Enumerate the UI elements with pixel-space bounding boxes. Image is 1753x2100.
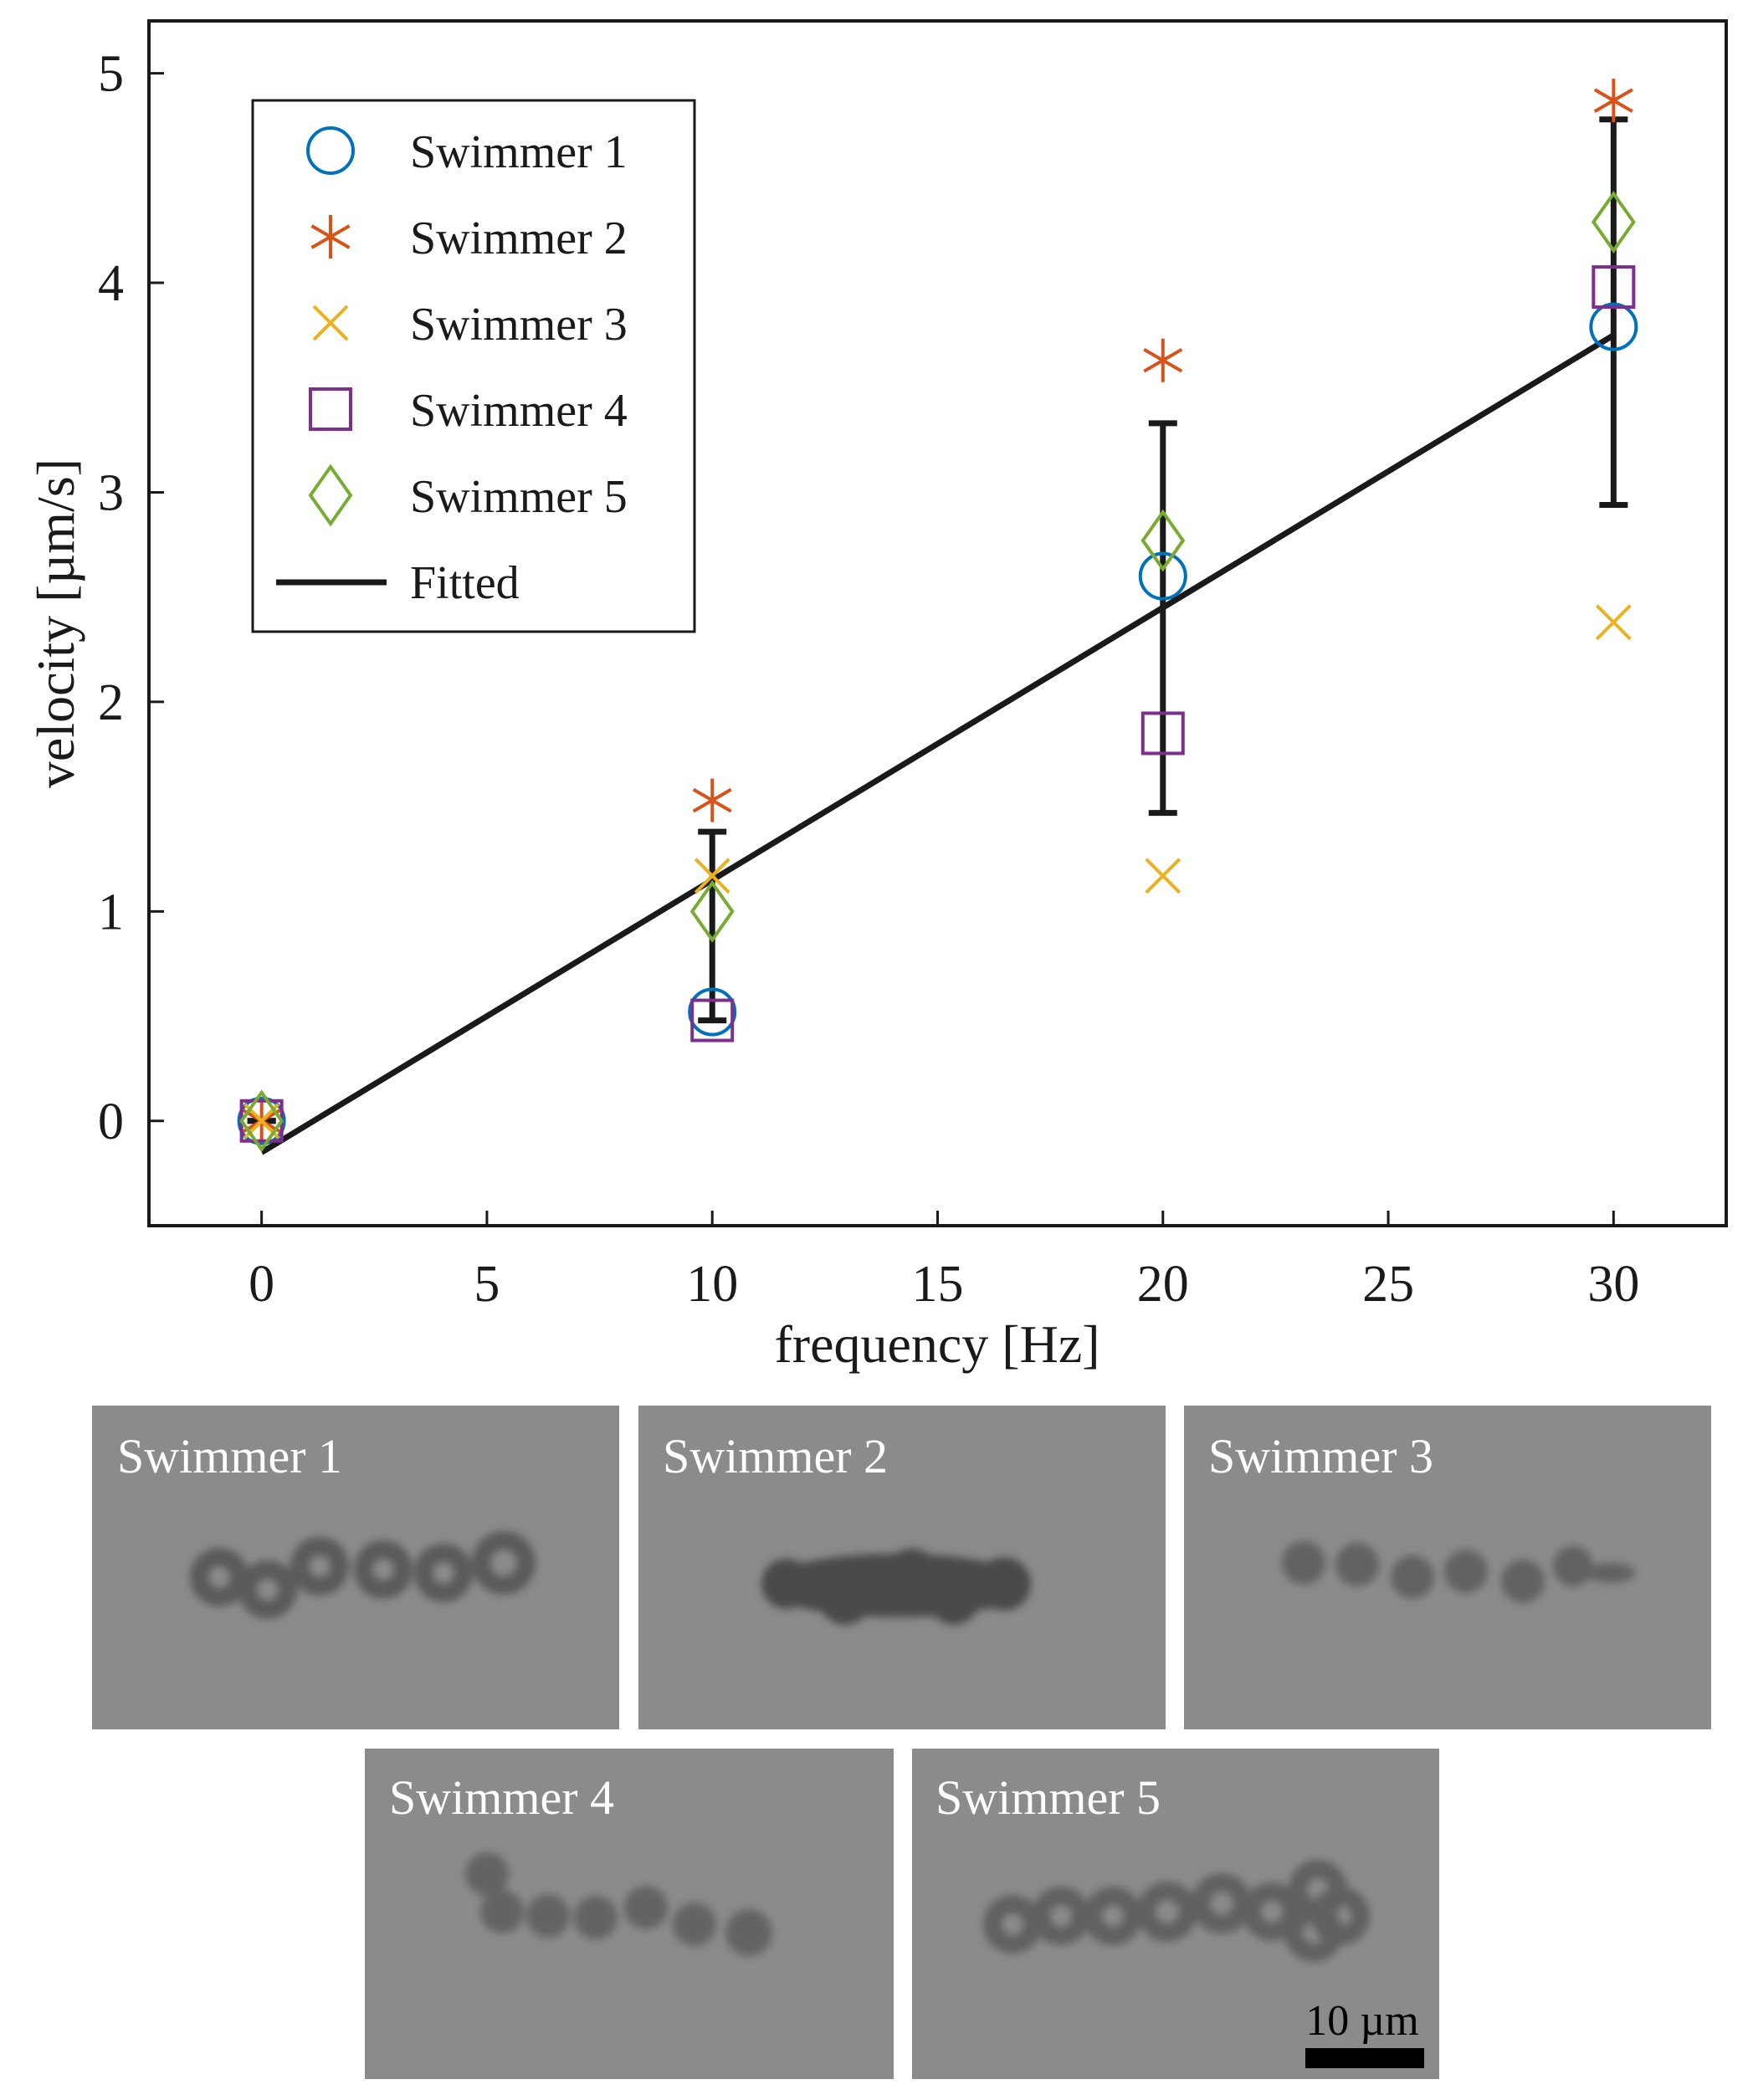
swimmer-5-chain <box>983 1860 1370 1962</box>
point-swimmer-2-1 <box>692 778 732 822</box>
point-swimmer-1-3-shape <box>1589 302 1638 351</box>
scale-bar-label: 10 µm <box>1305 1997 1418 2045</box>
point-swimmer-2-1-shape <box>692 778 732 822</box>
legend: Swimmer 1 Swimmer 2 Swimmer 3 Swimmer 4 … <box>251 99 696 633</box>
micrograph-swimmer-5: Swimmer 5 10 µm <box>912 1749 1439 2079</box>
fitted-line <box>259 332 1616 1155</box>
legend-marker-swimmer-2-shape <box>310 215 351 259</box>
point-swimmer-1-0-shape <box>237 1096 286 1145</box>
x-tick-label-2: 10 <box>686 1256 738 1313</box>
legend-label-fitted: Fitted <box>410 557 520 609</box>
point-swimmer-5-1 <box>689 879 735 943</box>
point-swimmer-4-3 <box>1592 265 1636 310</box>
swimmer-3-chain <box>1282 1541 1636 1603</box>
legend-label-swimmer-2: Swimmer 2 <box>410 213 628 264</box>
legend-marker-swimmer-1 <box>306 126 355 175</box>
micrograph-swimmer-1: Swimmer 1 <box>92 1406 619 1729</box>
velocity-frequency-chart: 0 5 10 15 20 25 30 0 1 2 3 4 5 frequency [Hz] veloc… <box>26 19 1728 1374</box>
y-tick-label-0: 0 <box>98 1094 124 1150</box>
fitted-line-layer <box>259 332 1616 1155</box>
point-swimmer-3-3 <box>1595 604 1632 641</box>
micrograph-label-swimmer-2: Swimmer 2 <box>663 1429 888 1483</box>
y-axis-label: velocity [µm/s] <box>26 458 85 788</box>
legend-marker-swimmer-1-shape <box>306 126 355 175</box>
micrograph-panels: Swimmer 1 Swimmer 2 Swimmer 3 <box>92 1406 1711 2079</box>
x-axis-ticks: 0 5 10 15 20 25 30 <box>249 1211 1639 1313</box>
x-tick-label-0: 0 <box>249 1256 274 1313</box>
point-swimmer-4-2 <box>1140 711 1185 755</box>
legend-label-swimmer-4: Swimmer 4 <box>410 385 628 437</box>
swimmer-2-chain <box>761 1549 1031 1625</box>
point-swimmer-1-2 <box>1138 551 1187 601</box>
micrograph-label-swimmer-3: Swimmer 3 <box>1208 1429 1433 1483</box>
point-swimmer-5-1-shape <box>689 879 735 943</box>
point-swimmer-3-2 <box>1145 858 1181 894</box>
point-swimmer-3-3-shape <box>1595 604 1632 641</box>
micrograph-swimmer-2: Swimmer 2 <box>638 1406 1166 1729</box>
point-swimmer-5-3-shape <box>1591 190 1636 254</box>
legend-label-swimmer-1: Swimmer 1 <box>410 126 628 178</box>
scale-bar <box>1305 2048 1424 2068</box>
x-axis-label: frequency [Hz] <box>774 1314 1099 1374</box>
point-swimmer-3-1 <box>694 858 730 894</box>
micrograph-label-swimmer-4: Swimmer 4 <box>389 1770 614 1825</box>
swimmer-4-chain <box>465 1852 772 1956</box>
legend-marker-swimmer-4-shape <box>309 387 352 431</box>
x-tick-label-4: 20 <box>1137 1256 1189 1313</box>
x-tick-label-6: 30 <box>1587 1256 1639 1313</box>
point-swimmer-2-2-shape <box>1143 338 1183 382</box>
x-tick-label-5: 25 <box>1362 1256 1414 1313</box>
point-swimmer-4-1-shape <box>690 998 735 1042</box>
point-swimmer-3-2-shape <box>1145 858 1181 894</box>
point-swimmer-1-2-shape <box>1138 551 1187 601</box>
point-swimmer-1-0 <box>237 1096 286 1145</box>
point-swimmer-2-3-shape <box>1593 79 1633 123</box>
y-tick-label-4: 4 <box>98 255 124 312</box>
legend-marker-swimmer-3-shape <box>312 305 349 341</box>
x-tick-label-1: 5 <box>474 1256 500 1313</box>
point-swimmer-4-1 <box>690 998 735 1042</box>
point-swimmer-1-1-shape <box>688 987 737 1037</box>
micrograph-swimmer-4: Swimmer 4 <box>365 1749 894 2079</box>
point-swimmer-1-3 <box>1589 302 1638 351</box>
point-swimmer-1-1 <box>688 987 737 1037</box>
micrograph-label-swimmer-1: Swimmer 1 <box>117 1429 342 1483</box>
point-swimmer-2-2 <box>1143 338 1183 382</box>
legend-marker-swimmer-5-shape <box>308 464 353 527</box>
swimmer-1-chain <box>190 1531 536 1619</box>
legend-marker-swimmer-3 <box>312 305 349 341</box>
point-swimmer-3-1-shape <box>694 858 730 894</box>
point-swimmer-2-3 <box>1593 79 1633 123</box>
legend-marker-swimmer-4 <box>309 387 352 431</box>
legend-box <box>251 99 696 633</box>
point-swimmer-5-0-shape <box>239 1089 284 1153</box>
point-swimmer-5-0 <box>239 1089 284 1153</box>
point-swimmer-5-3 <box>1591 190 1636 254</box>
y-axis-ticks: 0 1 2 3 4 5 <box>98 46 164 1150</box>
y-tick-label-5: 5 <box>98 46 124 103</box>
micrograph-label-swimmer-5: Swimmer 5 <box>935 1770 1161 1825</box>
y-tick-label-2: 2 <box>98 674 124 731</box>
point-swimmer-5-2-shape <box>1140 509 1186 572</box>
error-bar-2 <box>1148 420 1177 817</box>
legend-label-swimmer-5: Swimmer 5 <box>410 471 628 523</box>
legend-label-swimmer-3: Swimmer 3 <box>410 299 628 351</box>
marker-layer <box>237 79 1638 1153</box>
y-tick-label-3: 3 <box>98 464 124 521</box>
y-tick-label-1: 1 <box>98 884 124 940</box>
point-swimmer-4-2-shape <box>1140 711 1185 755</box>
legend-marker-swimmer-2 <box>310 215 351 259</box>
legend-marker-swimmer-5 <box>308 464 353 527</box>
x-tick-label-3: 15 <box>912 1256 964 1313</box>
point-swimmer-5-2 <box>1140 509 1186 572</box>
point-swimmer-4-3-shape <box>1592 265 1636 310</box>
micrograph-swimmer-3: Swimmer 3 <box>1184 1406 1711 1729</box>
